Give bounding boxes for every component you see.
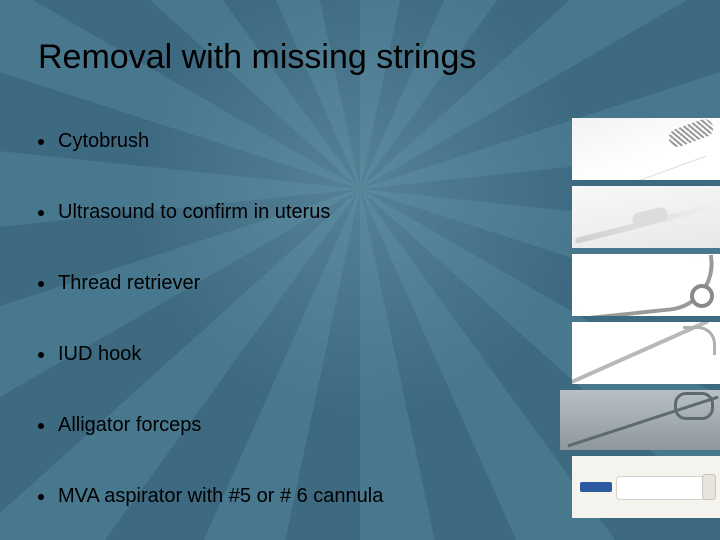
bullet-text: Thread retriever — [58, 272, 200, 295]
bullet-marker — [38, 139, 44, 145]
thumbnail-mva-aspirator — [572, 456, 720, 518]
thumbnail-ultrasound-probe — [572, 186, 720, 248]
bullet-text: Cytobrush — [58, 130, 149, 153]
bullet-text: MVA aspirator with #5 or # 6 cannula — [58, 485, 383, 508]
thumbnail-iud-hook — [572, 322, 720, 384]
thumbnail-column — [572, 118, 720, 518]
bullet-text: Alligator forceps — [58, 414, 201, 437]
bullet-marker — [38, 352, 44, 358]
list-item: IUD hook — [38, 343, 550, 366]
bullet-text: Ultrasound to confirm in uterus — [58, 201, 330, 224]
list-item: Thread retriever — [38, 272, 550, 295]
bullet-marker — [38, 281, 44, 287]
bullet-marker — [38, 423, 44, 429]
aspirator-plunger-icon — [702, 474, 716, 500]
list-item: MVA aspirator with #5 or # 6 cannula — [38, 485, 550, 508]
thumbnail-cytobrush — [572, 118, 720, 180]
slide-title: Removal with missing strings — [38, 38, 476, 77]
thumbnail-alligator-forceps — [560, 390, 720, 450]
list-item: Alligator forceps — [38, 414, 550, 437]
bullet-text: IUD hook — [58, 343, 141, 366]
list-item: Ultrasound to confirm in uterus — [38, 201, 550, 224]
bullet-marker — [38, 210, 44, 216]
list-item: Cytobrush — [38, 130, 550, 153]
slide: Removal with missing strings Cytobrush U… — [0, 0, 720, 540]
thumbnail-thread-retriever — [572, 254, 720, 316]
bullet-marker — [38, 494, 44, 500]
bullet-list: Cytobrush Ultrasound to confirm in uteru… — [38, 130, 550, 540]
